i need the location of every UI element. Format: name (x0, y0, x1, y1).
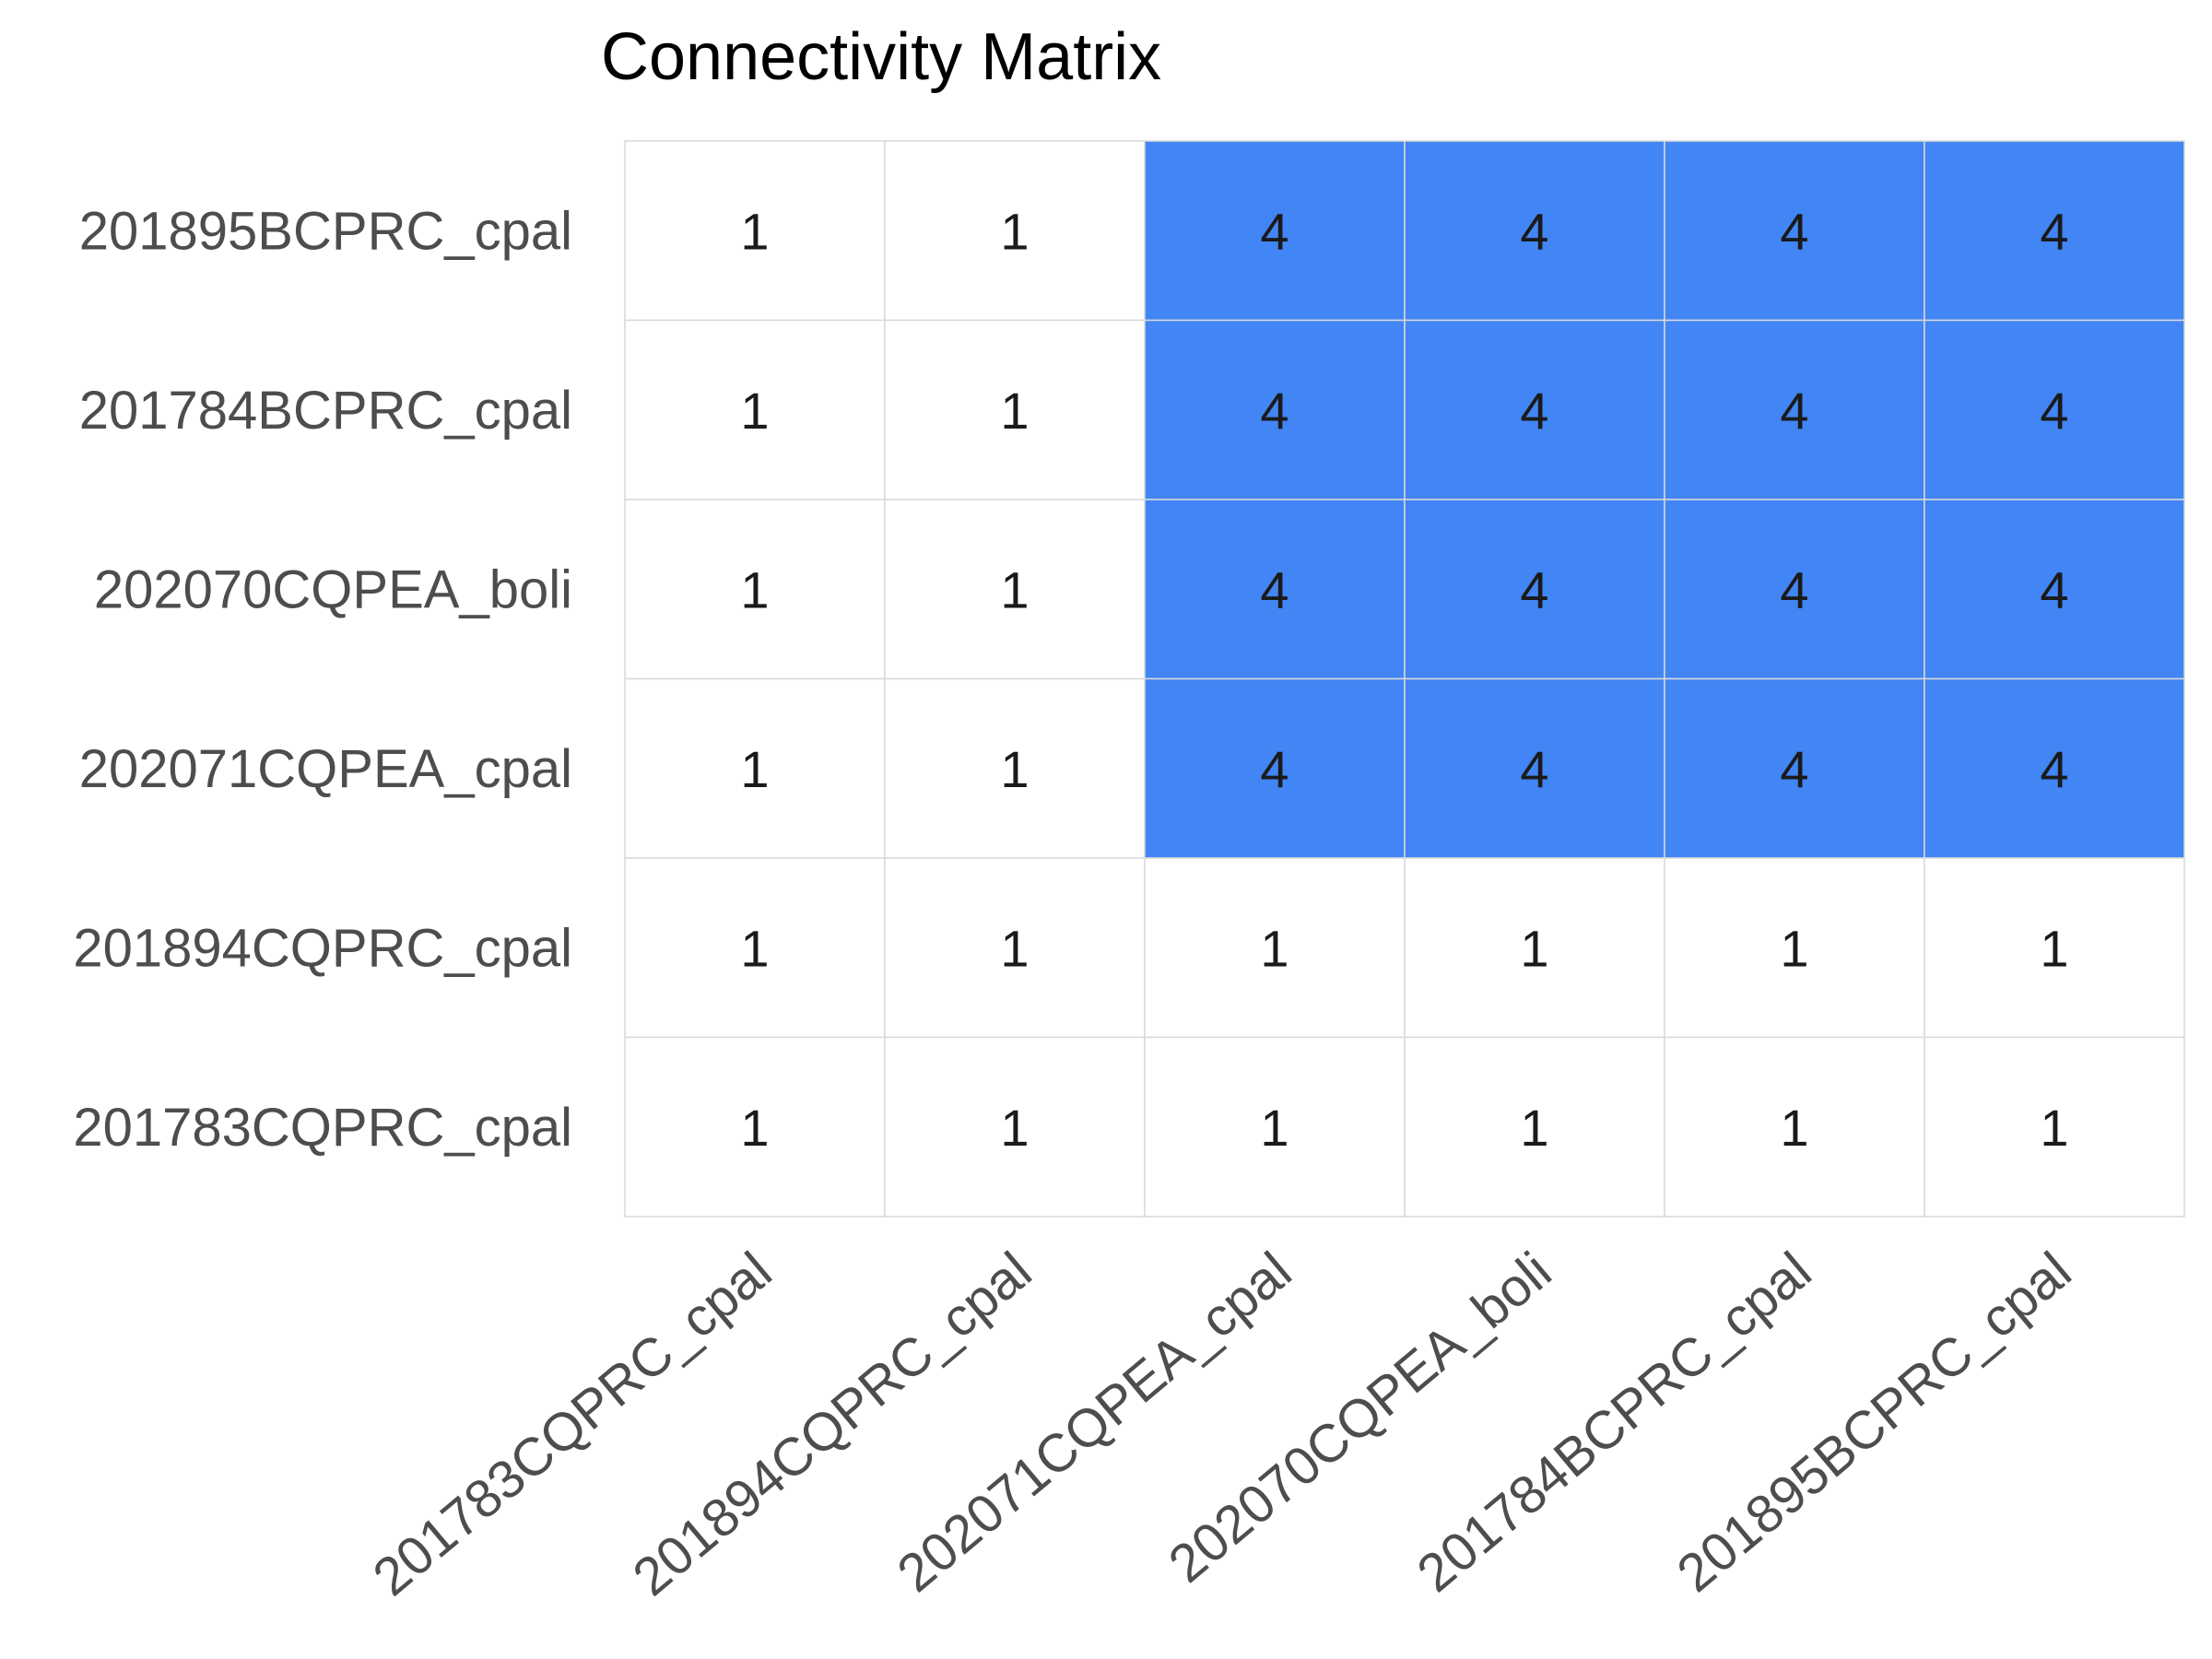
cell-value-label: 4 (2040, 560, 2068, 618)
cell-value-label: 1 (1520, 1099, 1548, 1157)
cell-value-label: 1 (740, 382, 769, 440)
heatmap-cell (884, 140, 1146, 322)
cell-value-label: 1 (740, 202, 769, 260)
cell-value-label: 4 (1520, 382, 1548, 440)
y-tick-label: 201784BCPRC_cpal (79, 381, 572, 441)
heatmap-cell (1144, 499, 1406, 680)
y-tick-label: 201895BCPRC_cpal (79, 201, 572, 261)
cell-value-label: 1 (1000, 560, 1029, 618)
cell-value-label: 1 (740, 740, 769, 798)
heatmap-cell (624, 677, 886, 859)
cell-value-label: 1 (1000, 202, 1029, 260)
cell-value-label: 4 (1780, 202, 1808, 260)
cell-value-label: 1 (1780, 919, 1808, 977)
heatmap-cell (1924, 499, 2185, 680)
chart-title: Connectivity Matrix (601, 20, 1161, 94)
heatmap-cell (884, 499, 1146, 680)
cell-value-label: 4 (2040, 202, 2068, 260)
heatmap-cell (1144, 677, 1406, 859)
heatmap-cell (1404, 1036, 1665, 1218)
cell-value-label: 1 (1000, 382, 1029, 440)
cell-value-label: 4 (1780, 740, 1808, 798)
cell-value-label: 1 (1520, 919, 1548, 977)
heatmap-cell (1664, 857, 1925, 1039)
heatmap-cell (1924, 140, 2185, 322)
heatmap-cell (1404, 140, 1665, 322)
cell-value-label: 1 (1000, 740, 1029, 798)
cell-value-label: 1 (1780, 1099, 1808, 1157)
heatmap-cell (1664, 499, 1925, 680)
heatmap-cell (624, 1036, 886, 1218)
x-axis-tick-labels: 201783CQPRC_cpal201894CQPRC_cpal202071CQ… (362, 1241, 2083, 1607)
cell-value-label: 4 (1260, 740, 1288, 798)
heatmap-cell (624, 319, 886, 500)
cell-value-label: 4 (1260, 382, 1288, 440)
cell-value-label: 4 (2040, 382, 2068, 440)
heatmap-cell (624, 857, 886, 1039)
heatmap-cell (1664, 1036, 1925, 1218)
cell-value-label: 4 (1520, 202, 1548, 260)
y-tick-label: 201783CQPRC_cpal (73, 1098, 572, 1158)
cell-value-label: 4 (1260, 560, 1288, 618)
cell-value-label: 1 (2040, 1099, 2068, 1157)
y-tick-label: 201894CQPRC_cpal (73, 918, 572, 978)
cell-value-label: 1 (740, 560, 769, 618)
cell-value-label: 1 (1000, 919, 1029, 977)
cell-value-label: 1 (2040, 919, 2068, 977)
heatmap-cell (1404, 499, 1665, 680)
cell-value-label: 1 (740, 919, 769, 977)
heatmap-cell (1924, 677, 2185, 859)
y-tick-label: 202070CQPEA_boli (94, 559, 572, 619)
heatmap-cell (624, 140, 886, 322)
heatmap-cell (1144, 857, 1406, 1039)
heatmap-cell (1404, 677, 1665, 859)
heatmap-cell (1664, 677, 1925, 859)
cell-value-label: 1 (1000, 1099, 1029, 1157)
heatmap-cell (1664, 140, 1925, 322)
cell-value-label: 4 (1260, 202, 1288, 260)
heatmap-cell (1404, 319, 1665, 500)
heatmap-cell (884, 677, 1146, 859)
heatmap-cell (1924, 319, 2185, 500)
cell-value-label: 4 (1780, 382, 1808, 440)
y-tick-label: 202071CQPEA_cpal (79, 739, 572, 799)
heatmap-cell (1404, 857, 1665, 1039)
heatmap-cell (1924, 1036, 2185, 1218)
cell-value-label: 4 (1520, 560, 1548, 618)
heatmap-cell (884, 319, 1146, 500)
heatmap-cell-labels: 1 1 4 4 4 4 1 1 4 4 4 4 1 1 4 4 4 4 1 1 4 4 4 4 1 1 1 1 1 1 1 1 1 1 1 1 (740, 202, 2068, 1157)
heatmap-cell (1924, 857, 2185, 1039)
heatmap-cell (1144, 140, 1406, 322)
cell-value-label: 1 (1260, 1099, 1288, 1157)
heatmap-cells (624, 140, 2185, 1218)
y-axis-tick-labels: 201895BCPRC_cpal 201784BCPRC_cpal 202070CQ… (73, 201, 572, 1158)
cell-value-label: 1 (1260, 919, 1288, 977)
cell-value-label: 4 (1520, 740, 1548, 798)
cell-value-label: 4 (1780, 560, 1808, 618)
cell-value-label: 4 (2040, 740, 2068, 798)
heatmap-cell (624, 499, 886, 680)
cell-value-label: 1 (740, 1099, 769, 1157)
